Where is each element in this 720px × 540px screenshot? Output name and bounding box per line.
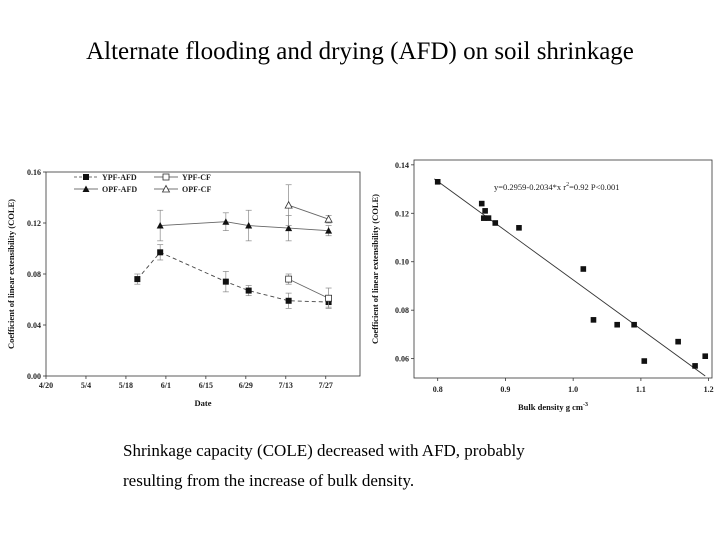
legend: YPF-AFD YPF-CF OPF-AFD OPF-CF [74,173,211,194]
x-axis-label: Bulk density g cm-3 [518,402,588,412]
slide-title: Alternate flooding and drying (AFD) on s… [86,38,634,65]
data-point [478,200,485,207]
series-OPF-CF [284,184,333,226]
data-point [157,249,164,256]
x-tick-label: 0.8 [433,385,443,394]
x-tick-label: 1.0 [568,385,578,394]
data-point [482,208,488,214]
y-axis-label: Coefficient of linear extensibility (COL… [6,199,16,349]
series-YPF-CF [285,273,333,309]
data-point [285,297,292,304]
y-tick-label: 0.06 [395,355,409,364]
data-point [580,266,587,272]
data-point [492,220,499,226]
y-tick-label: 0.08 [27,270,41,279]
series-line [288,278,329,299]
legend-label: OPF-AFD [102,185,137,194]
data-point [245,222,253,229]
data-point [702,353,709,359]
series-line [288,204,329,220]
y-tick-label: 0.16 [27,168,41,177]
y-tick-label: 0.12 [27,219,41,228]
x-tick-label: 1.2 [704,385,714,394]
plot-frame [45,171,361,377]
data-point [434,179,441,185]
series-line [137,251,329,303]
y-tick-label: 0.04 [27,321,41,330]
data-point [222,218,230,225]
data-point [245,287,252,294]
x-tick-label: 0.9 [500,385,510,394]
data-point [134,276,141,283]
legend-marker [82,185,90,192]
data-point [324,214,333,223]
x-tick-label: 6/1 [161,381,171,390]
x-tick-label: 6/29 [239,381,253,390]
caption-line-1: Shrinkage capacity (COLE) decreased with… [123,441,525,460]
y-tick-label: 0.08 [395,306,409,315]
x-axis-label: Date [195,398,212,408]
data-point [325,294,333,302]
y-tick-label: 0.12 [395,209,409,218]
data-point [284,200,293,209]
data-point [156,222,164,229]
cole-vs-date-chart: 4/20 5/4 5/18 6/1 6/15 6/29 7/13 7/27 0.00 0.04 0.… [6,168,361,408]
legend-marker [161,184,171,193]
data-point [222,278,229,285]
scatter-points [434,179,709,369]
y-tick-label: 0.00 [27,372,41,381]
data-point [631,321,637,328]
legend-marker [83,174,89,180]
series-YPF-AFD [134,244,332,309]
x-tick-label: 5/4 [81,381,91,390]
x-tick-label: 6/15 [199,381,213,390]
cole-vs-bulk-density-chart: 0.8 0.9 1.0 1.1 1.2 0.06 0.08 0.10 0.12 0.14 Bulk … [370,159,714,412]
y-tick-label: 0.10 [395,258,409,267]
x-tick-label: 1.1 [636,385,646,394]
caption: Shrinkage capacity (COLE) decreased with… [123,436,683,496]
x-tick-label: 7/13 [279,381,293,390]
legend-label: OPF-CF [182,185,211,194]
data-point [485,215,492,221]
regression-annotation: y=0.2959-0.2034*x r2=0.92 P<0.001 [494,182,620,192]
data-point [614,321,620,328]
legend-label: YPF-AFD [102,173,137,182]
legend-label: YPF-CF [182,173,211,182]
data-point [516,225,522,231]
caption-line-2: resulting from the increase of bulk dens… [123,471,415,490]
regression-line [434,178,706,377]
data-point [285,224,293,232]
series-OPF-AFD [156,209,333,242]
x-tick-label: 4/20 [39,381,53,390]
x-tick-label: 7/27 [319,381,333,390]
series-line [160,221,329,232]
data-point [325,227,333,234]
data-point [692,363,698,369]
y-tick-label: 0.14 [395,161,409,170]
data-point [480,215,487,221]
data-point [641,358,648,364]
data-point [285,275,293,283]
legend-marker [162,173,170,181]
x-tick-label: 5/18 [119,381,133,390]
y-axis-label: Coefficient of linear extensibility (COL… [370,194,380,344]
data-point [675,338,681,345]
data-point [590,317,597,323]
plot-frame [413,159,713,379]
